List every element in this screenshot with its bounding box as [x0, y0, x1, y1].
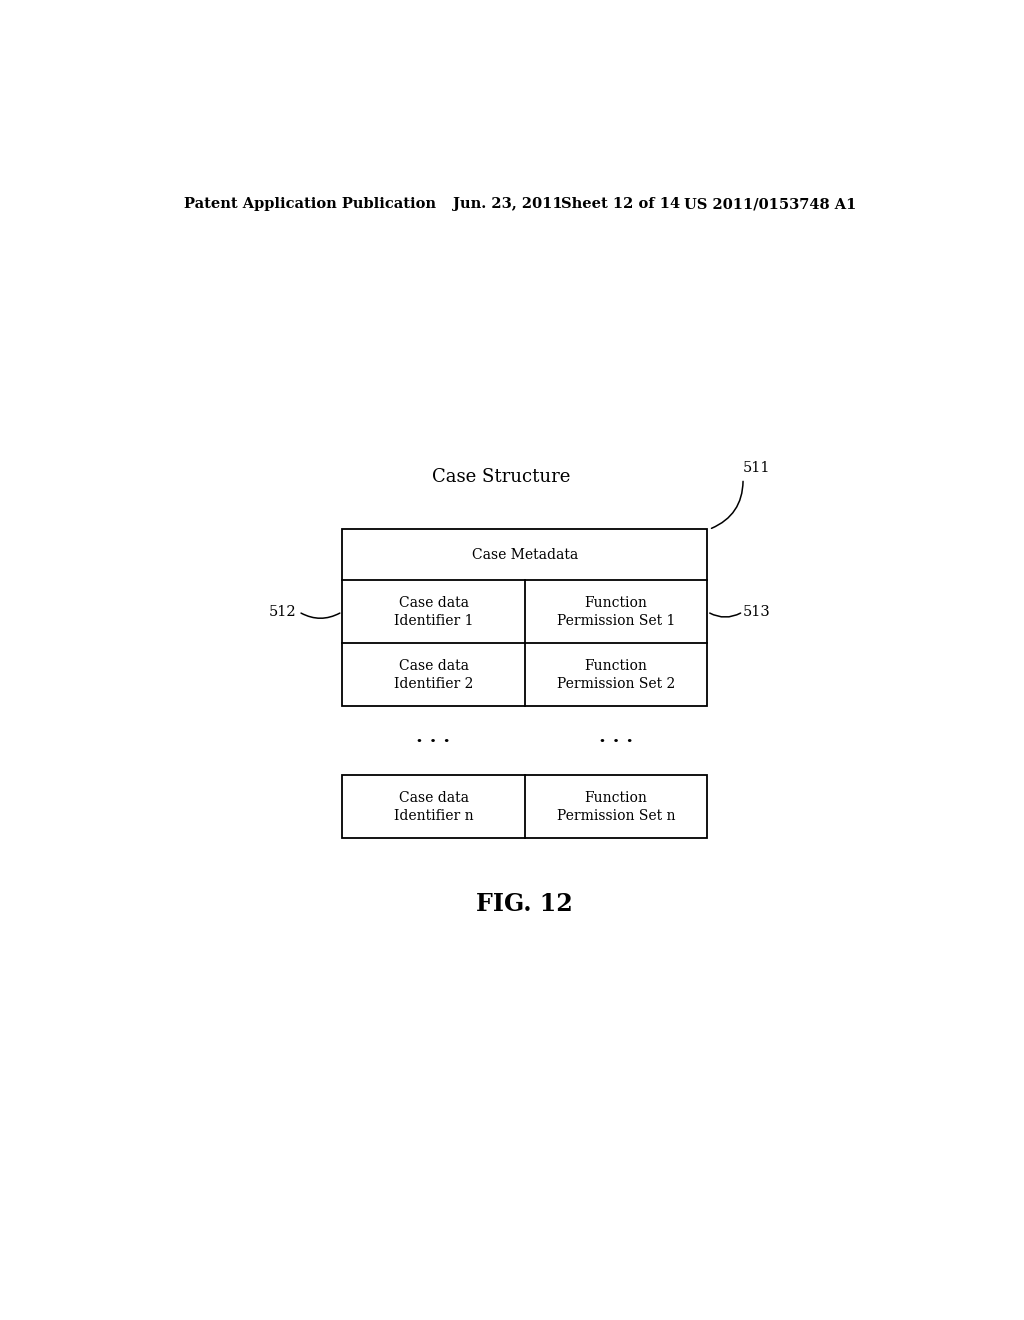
Text: Function
Permission Set 1: Function Permission Set 1: [557, 595, 675, 628]
Text: Sheet 12 of 14: Sheet 12 of 14: [560, 197, 680, 211]
Bar: [342, 529, 708, 706]
Text: Case data
Identifier 1: Case data Identifier 1: [394, 595, 473, 628]
Text: Case Structure: Case Structure: [432, 467, 570, 486]
Text: Case Metadata: Case Metadata: [472, 548, 578, 562]
Text: . . .: . . .: [417, 727, 451, 746]
Text: 511: 511: [743, 462, 770, 475]
Text: FIG. 12: FIG. 12: [476, 892, 573, 916]
Text: Patent Application Publication: Patent Application Publication: [183, 197, 435, 211]
Text: Function
Permission Set n: Function Permission Set n: [557, 791, 675, 824]
Text: US 2011/0153748 A1: US 2011/0153748 A1: [684, 197, 856, 211]
Text: 513: 513: [743, 605, 771, 619]
Text: Jun. 23, 2011: Jun. 23, 2011: [454, 197, 563, 211]
Text: 512: 512: [268, 605, 296, 619]
Text: Function
Permission Set 2: Function Permission Set 2: [557, 659, 675, 690]
Text: . . .: . . .: [599, 727, 633, 746]
Text: Case data
Identifier 2: Case data Identifier 2: [394, 659, 473, 690]
Bar: [342, 775, 708, 838]
Text: Case data
Identifier n: Case data Identifier n: [393, 791, 473, 824]
